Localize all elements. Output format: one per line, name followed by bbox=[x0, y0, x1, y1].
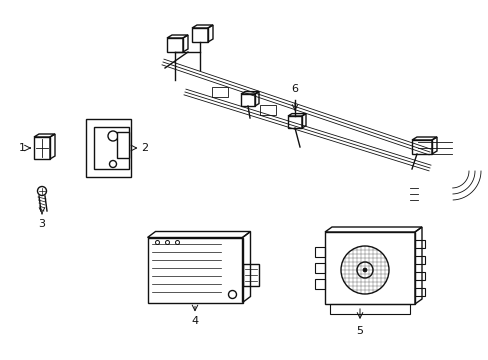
Text: 2: 2 bbox=[141, 143, 148, 153]
Polygon shape bbox=[93, 127, 128, 169]
Text: 5: 5 bbox=[356, 326, 363, 336]
Text: 3: 3 bbox=[39, 219, 45, 229]
Circle shape bbox=[362, 268, 366, 272]
Text: 4: 4 bbox=[191, 316, 198, 327]
Polygon shape bbox=[116, 132, 128, 158]
Text: 6: 6 bbox=[291, 84, 298, 94]
Circle shape bbox=[356, 262, 372, 278]
Text: 1: 1 bbox=[19, 143, 25, 153]
